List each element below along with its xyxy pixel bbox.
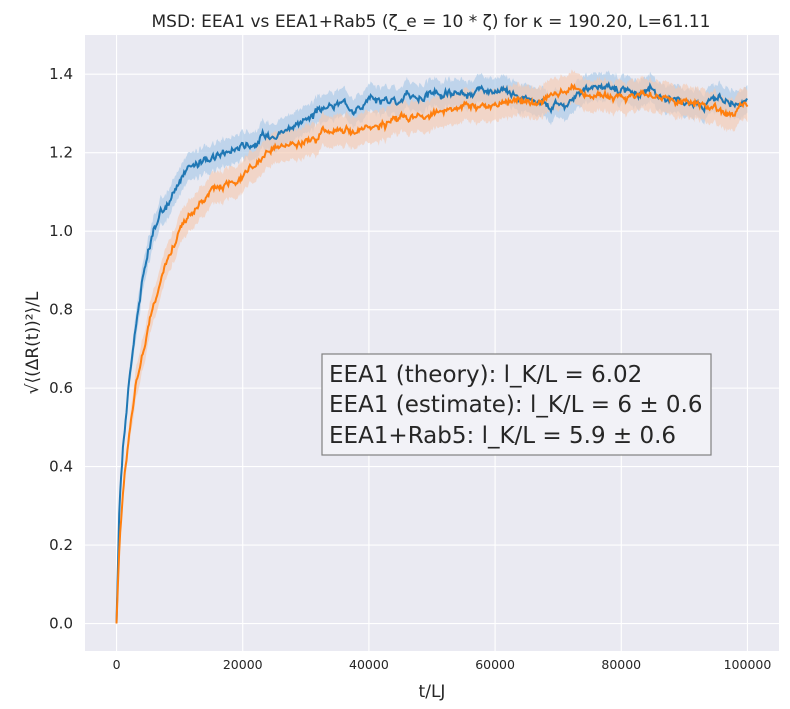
y-axis-label: √⟨(ΔR(t))²⟩/L xyxy=(23,291,43,394)
y-ticks: 0.0 0.2 0.4 0.6 0.8 1.0 1.2 1.4 xyxy=(49,65,73,632)
annotation-line-estimate: EEA1 (estimate): l_K/L = 6 ± 0.6 xyxy=(329,392,703,418)
x-tick-label: 40000 xyxy=(349,657,389,672)
y-tick-label: 1.2 xyxy=(49,144,73,162)
x-axis-label: t/LJ xyxy=(419,682,446,702)
chart-title: MSD: EEA1 vs EEA1+Rab5 (ζ_e = 10 * ζ) fo… xyxy=(151,12,710,32)
x-tick-label: 0 xyxy=(113,657,121,672)
annotation-box: EEA1 (theory): l_K/L = 6.02 EEA1 (estima… xyxy=(321,353,712,456)
plot-area xyxy=(85,35,779,651)
annotation-line-rab5: EEA1+Rab5: l_K/L = 5.9 ± 0.6 xyxy=(329,423,676,449)
y-tick-label: 1.4 xyxy=(49,65,73,83)
annotation-border xyxy=(321,353,712,456)
series-1-line xyxy=(115,82,749,624)
x-tick-label: 80000 xyxy=(601,657,641,672)
x-tick-label: 60000 xyxy=(475,657,515,672)
y-tick-label: 0.0 xyxy=(49,615,73,633)
series-lines xyxy=(115,81,749,624)
y-tick-label: 0.4 xyxy=(49,458,73,476)
x-tick-label: 100000 xyxy=(724,657,772,672)
y-tick-label: 1.0 xyxy=(49,222,73,240)
y-tick-label: 0.8 xyxy=(49,301,73,319)
y-tick-label: 0.2 xyxy=(49,536,73,554)
x-tick-label: 20000 xyxy=(223,657,263,672)
annotation-line-theory: EEA1 (theory): l_K/L = 6.02 xyxy=(329,362,642,388)
y-tick-label: 0.6 xyxy=(49,379,73,397)
x-ticks: 0 20000 40000 60000 80000 100000 xyxy=(113,657,772,672)
